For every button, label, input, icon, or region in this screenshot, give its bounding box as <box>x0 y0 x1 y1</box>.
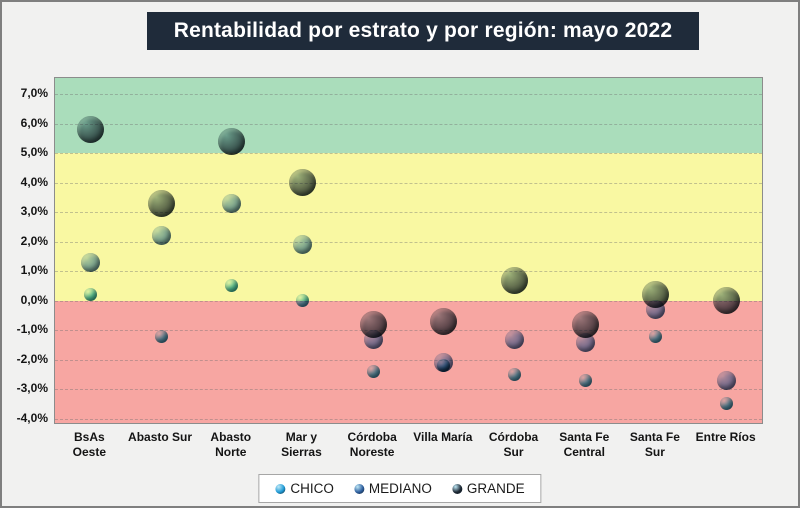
x-category-label-line: Mar y <box>285 430 318 444</box>
band-zona-verde <box>55 78 762 154</box>
x-category-label-line: Abasto Sur <box>128 430 193 444</box>
x-category-label-line: Sur <box>644 445 665 459</box>
y-tick-label: 0,0% <box>20 292 48 307</box>
band-zona-roja <box>55 300 762 423</box>
bubble-mediano[interactable] <box>151 226 171 246</box>
bubble-grande[interactable] <box>713 287 741 315</box>
x-category-label: Abasto Norte <box>186 430 276 460</box>
gridline <box>55 389 762 391</box>
bubble-mediano[interactable] <box>717 370 737 390</box>
gridline <box>55 153 762 155</box>
x-category-label-line: Santa Fe <box>559 430 610 444</box>
gridline <box>55 300 762 302</box>
x-category-label: Villa María <box>398 430 488 445</box>
bubble-mediano[interactable] <box>80 252 100 272</box>
x-category-label: Abasto Sur <box>115 430 205 445</box>
y-tick-label: 4,0% <box>20 174 48 189</box>
bubble-mediano[interactable] <box>222 193 242 213</box>
bubble-grande[interactable] <box>147 189 175 217</box>
legend-label: MEDIANO <box>368 481 432 496</box>
gridline <box>55 212 762 214</box>
legend-item-mediano[interactable]: MEDIANO <box>353 481 432 496</box>
y-tick-label: -2,0% <box>16 351 48 366</box>
legend-item-chico[interactable]: CHICO <box>275 481 334 496</box>
legend-marker-icon <box>451 483 462 494</box>
x-category-label-line: Noreste <box>349 445 395 459</box>
bubble-mediano[interactable] <box>434 353 454 373</box>
y-tick-label: 6,0% <box>20 115 48 130</box>
x-category-label: Córdoba Noreste <box>327 430 417 460</box>
bubble-mediano[interactable] <box>292 235 312 255</box>
bubble-chico[interactable] <box>83 288 97 302</box>
x-category-label-line: Sur <box>503 445 524 459</box>
gridline <box>55 182 762 184</box>
plot-area <box>54 77 763 424</box>
gridline <box>55 94 762 96</box>
y-tick-label: 5,0% <box>20 145 48 160</box>
bubble-grande[interactable] <box>76 116 104 144</box>
gridline <box>55 418 762 420</box>
gridline <box>55 330 762 332</box>
x-category-label-line: Central <box>563 445 605 459</box>
y-tick-label: -1,0% <box>16 322 48 337</box>
bubble-grande[interactable] <box>642 281 670 309</box>
bubble-grande[interactable] <box>430 307 458 335</box>
bubble-chico[interactable] <box>508 367 522 381</box>
bubble-mediano[interactable] <box>505 329 525 349</box>
x-category-label-line: Entre Ríos <box>695 430 756 444</box>
bubble-grande[interactable] <box>288 169 316 197</box>
x-category-label: Córdoba Sur <box>469 430 559 460</box>
y-tick-label: 7,0% <box>20 86 48 101</box>
bubble-chico[interactable] <box>649 329 663 343</box>
x-category-label-line: Sierras <box>281 445 322 459</box>
legend-marker-icon <box>353 483 364 494</box>
bubble-chico[interactable] <box>366 365 380 378</box>
x-category-label: Santa Fe Sur <box>610 430 700 460</box>
gridline <box>55 123 762 125</box>
legend: CHICO MEDIANO GRANDE <box>258 474 542 503</box>
bubble-grande[interactable] <box>359 310 387 338</box>
chart-title: Rentabilidad por estrato y por región: m… <box>147 12 699 50</box>
bubble-chico[interactable] <box>225 279 239 293</box>
bubble-chico[interactable] <box>578 373 592 387</box>
legend-marker-icon <box>275 483 286 494</box>
gridline <box>55 241 762 243</box>
x-category-label-line: Córdoba <box>347 430 397 444</box>
x-category-label-line: Villa María <box>413 430 473 444</box>
y-tick-label: 1,0% <box>20 263 48 278</box>
y-tick-label: 2,0% <box>20 233 48 248</box>
y-tick-label: -3,0% <box>16 381 48 396</box>
x-category-label-line: Oeste <box>72 445 107 459</box>
gridline <box>55 271 762 273</box>
legend-label: GRANDE <box>466 481 525 496</box>
bubble-grande[interactable] <box>218 127 246 155</box>
bubble-grande[interactable] <box>571 310 599 338</box>
x-category-label-line: BsAs <box>74 430 105 444</box>
x-category-label-line: Abasto <box>210 430 252 444</box>
y-tick-label: 3,0% <box>20 204 48 219</box>
x-category-label-line: Santa Fe <box>629 430 680 444</box>
bubble-chico[interactable] <box>295 294 309 308</box>
bubble-chico[interactable] <box>154 329 168 343</box>
legend-item-grande[interactable]: GRANDE <box>451 481 525 496</box>
x-category-label-line: Norte <box>215 445 247 459</box>
x-category-label: Mar y Sierras <box>256 430 346 460</box>
bubble-grande[interactable] <box>501 266 529 294</box>
x-category-label-line: Córdoba <box>488 430 539 444</box>
x-category-label: Santa Fe Central <box>539 430 629 460</box>
x-category-label: BsAs Oeste <box>44 430 134 460</box>
bubble-chico[interactable] <box>720 397 734 411</box>
band-zona-amarilla <box>55 153 762 301</box>
legend-label: CHICO <box>290 481 334 496</box>
y-tick-label: -4,0% <box>16 410 48 425</box>
gridline <box>55 359 762 361</box>
x-category-label: Entre Ríos <box>681 430 771 445</box>
